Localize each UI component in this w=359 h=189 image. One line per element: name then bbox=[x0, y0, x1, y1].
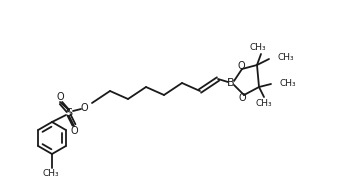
Text: CH₃: CH₃ bbox=[277, 53, 294, 63]
Text: O: O bbox=[238, 93, 246, 103]
Text: CH₃: CH₃ bbox=[279, 78, 295, 88]
Text: CH₃: CH₃ bbox=[256, 99, 272, 108]
Text: O: O bbox=[80, 103, 88, 113]
Text: B: B bbox=[227, 78, 235, 88]
Text: O: O bbox=[56, 92, 64, 102]
Text: CH₃: CH₃ bbox=[43, 169, 59, 177]
Text: O: O bbox=[70, 126, 78, 136]
Text: CH₃: CH₃ bbox=[250, 43, 266, 51]
Text: O: O bbox=[237, 61, 245, 71]
Text: S: S bbox=[65, 108, 73, 118]
